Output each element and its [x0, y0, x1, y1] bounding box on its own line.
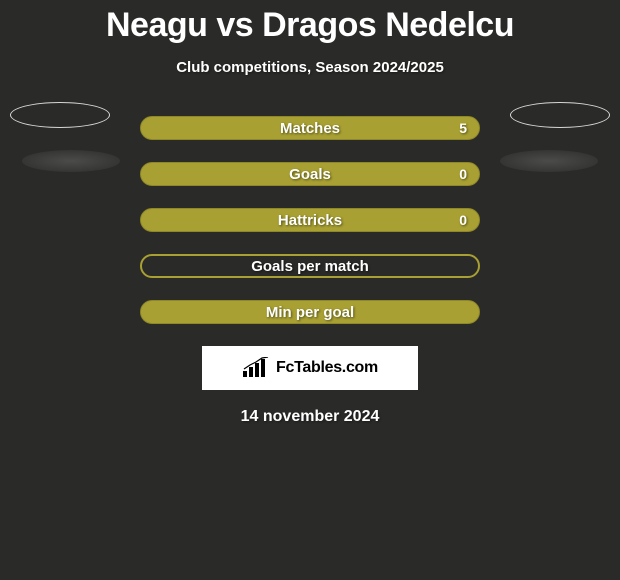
stat-row: Hattricks 0 — [0, 208, 620, 232]
stat-bar-hattricks: Hattricks 0 — [140, 208, 480, 232]
brand-box: FcTables.com — [202, 346, 418, 390]
stat-value: 0 — [459, 166, 467, 182]
stat-value: 5 — [459, 120, 467, 136]
stat-label: Hattricks — [278, 212, 342, 229]
stat-bar-matches: Matches 5 — [140, 116, 480, 140]
stat-row: Matches 5 — [0, 116, 620, 140]
date-text: 14 november 2024 — [0, 408, 620, 426]
stat-row: Goals per match — [0, 254, 620, 278]
stat-row: Goals 0 — [0, 162, 620, 186]
stat-label: Min per goal — [266, 304, 354, 321]
subtitle: Club competitions, Season 2024/2025 — [0, 59, 620, 76]
stat-label: Goals — [289, 166, 331, 183]
infographic-container: Neagu vs Dragos Nedelcu Club competition… — [0, 0, 620, 580]
chart-bars-icon — [242, 357, 270, 379]
stat-label: Goals per match — [251, 258, 369, 275]
stats-area: Matches 5 Goals 0 Hattricks 0 Goals per … — [0, 116, 620, 324]
stat-value: 0 — [459, 212, 467, 228]
stat-label: Matches — [280, 120, 340, 137]
stat-bar-goals-per-match: Goals per match — [140, 254, 480, 278]
stat-row: Min per goal — [0, 300, 620, 324]
brand-text: FcTables.com — [276, 359, 378, 377]
page-title: Neagu vs Dragos Nedelcu — [0, 0, 620, 45]
stat-bar-goals: Goals 0 — [140, 162, 480, 186]
stat-bar-min-per-goal: Min per goal — [140, 300, 480, 324]
